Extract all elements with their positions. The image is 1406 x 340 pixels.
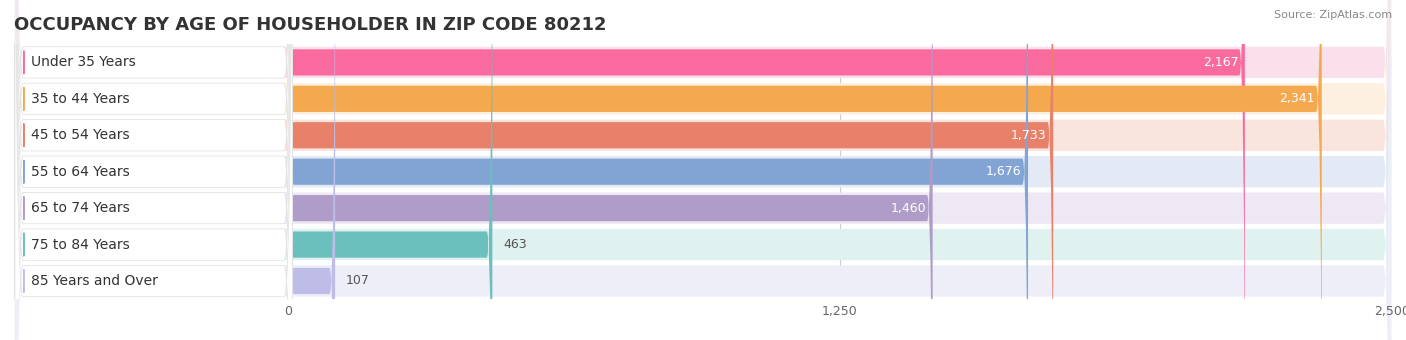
- Text: 2,167: 2,167: [1202, 56, 1239, 69]
- FancyBboxPatch shape: [288, 0, 335, 340]
- FancyBboxPatch shape: [288, 0, 492, 340]
- Text: Under 35 Years: Under 35 Years: [31, 55, 135, 69]
- FancyBboxPatch shape: [288, 0, 1322, 340]
- Text: 45 to 54 Years: 45 to 54 Years: [31, 128, 129, 142]
- FancyBboxPatch shape: [15, 0, 292, 340]
- FancyBboxPatch shape: [15, 0, 1391, 340]
- FancyBboxPatch shape: [15, 0, 292, 340]
- Text: 35 to 44 Years: 35 to 44 Years: [31, 92, 129, 106]
- Text: 2,341: 2,341: [1279, 92, 1315, 105]
- FancyBboxPatch shape: [15, 0, 1391, 340]
- FancyBboxPatch shape: [288, 0, 1244, 340]
- FancyBboxPatch shape: [15, 0, 292, 340]
- Text: 1,676: 1,676: [986, 165, 1021, 178]
- FancyBboxPatch shape: [15, 0, 1391, 340]
- Text: 75 to 84 Years: 75 to 84 Years: [31, 238, 129, 252]
- FancyBboxPatch shape: [288, 0, 1053, 340]
- FancyBboxPatch shape: [288, 0, 932, 340]
- Text: 107: 107: [346, 274, 370, 288]
- Text: 65 to 74 Years: 65 to 74 Years: [31, 201, 129, 215]
- Text: 55 to 64 Years: 55 to 64 Years: [31, 165, 129, 179]
- FancyBboxPatch shape: [15, 0, 1391, 340]
- Text: 85 Years and Over: 85 Years and Over: [31, 274, 157, 288]
- Text: 463: 463: [503, 238, 527, 251]
- FancyBboxPatch shape: [15, 0, 292, 340]
- FancyBboxPatch shape: [15, 0, 292, 340]
- FancyBboxPatch shape: [288, 0, 1028, 340]
- Text: 1,460: 1,460: [890, 202, 927, 215]
- Text: Source: ZipAtlas.com: Source: ZipAtlas.com: [1274, 10, 1392, 20]
- Text: OCCUPANCY BY AGE OF HOUSEHOLDER IN ZIP CODE 80212: OCCUPANCY BY AGE OF HOUSEHOLDER IN ZIP C…: [14, 16, 606, 34]
- FancyBboxPatch shape: [15, 0, 1391, 340]
- FancyBboxPatch shape: [15, 0, 1391, 340]
- Text: 1,733: 1,733: [1011, 129, 1046, 142]
- FancyBboxPatch shape: [15, 0, 1391, 340]
- FancyBboxPatch shape: [15, 0, 292, 340]
- FancyBboxPatch shape: [15, 0, 292, 340]
